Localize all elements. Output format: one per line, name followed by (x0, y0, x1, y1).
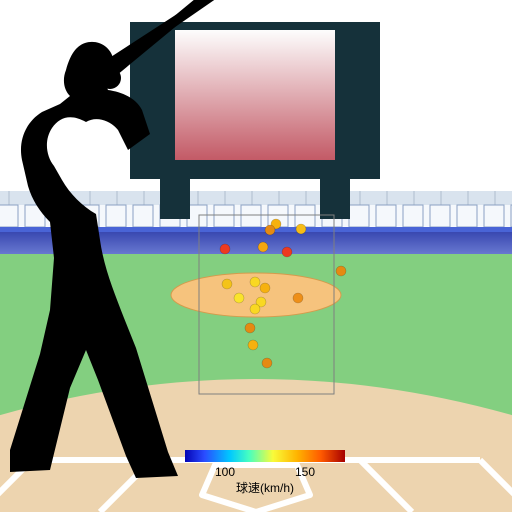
colorbar-tick: 100 (215, 465, 235, 479)
pitch-marker (336, 266, 346, 276)
pitch-marker (234, 293, 244, 303)
pitch-marker (248, 340, 258, 350)
pitch-marker (245, 323, 255, 333)
scoreboard-screen (175, 30, 335, 160)
pitch-marker (222, 279, 232, 289)
pitch-marker (296, 224, 306, 234)
colorbar-tick: 150 (295, 465, 315, 479)
pitch-marker (220, 244, 230, 254)
pitch-marker (250, 304, 260, 314)
pitch-marker (262, 358, 272, 368)
colorbar (185, 450, 345, 462)
pitch-location-chart: 100 150球速(km/h) (0, 0, 512, 512)
pitch-marker (258, 242, 268, 252)
pitch-marker (250, 277, 260, 287)
pitch-marker (293, 293, 303, 303)
pitch-marker (265, 225, 275, 235)
colorbar-label: 球速(km/h) (236, 481, 294, 495)
pitch-marker (282, 247, 292, 257)
pitch-marker (260, 283, 270, 293)
